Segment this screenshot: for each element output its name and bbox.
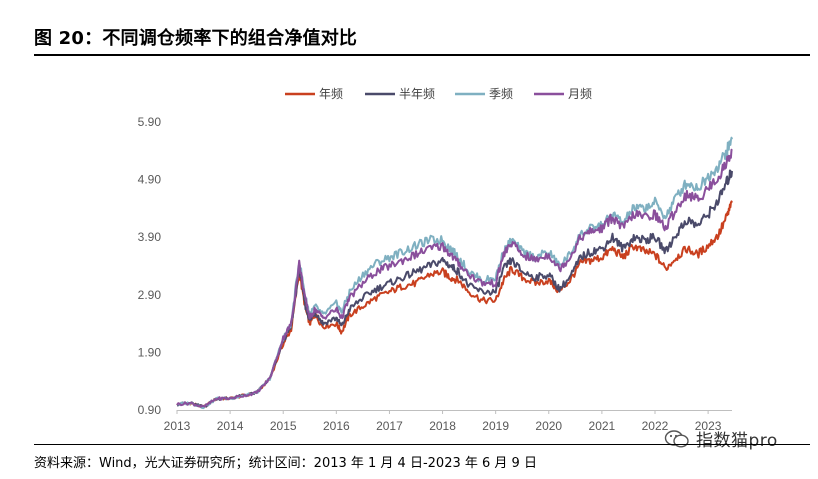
x-tick-label: 2014: [217, 419, 244, 433]
y-tick-label: 5.90: [138, 115, 162, 129]
series-line-3: [176, 136, 733, 410]
legend-label: 半年频: [399, 87, 435, 101]
title-rule: [34, 54, 810, 56]
y-tick-label: 2.90: [138, 288, 162, 302]
series-line-1: [176, 200, 733, 408]
watermark: 指数猫pro: [664, 426, 778, 451]
y-tick-label: 4.90: [138, 173, 162, 187]
legend-label: 季频: [489, 87, 513, 101]
source-rule: [34, 444, 810, 445]
chart-legend: 年频 半年频 季频 月频: [285, 87, 592, 101]
x-tick-label: 2015: [270, 419, 297, 433]
y-axis: 0.90 1.90 2.90 3.90 4.90 5.90: [138, 115, 162, 417]
wechat-icon: [664, 429, 689, 448]
x-tick-label: 2016: [323, 419, 350, 433]
x-tick-label: 2018: [429, 419, 456, 433]
x-tick-label: 2021: [589, 419, 616, 433]
watermark-text: 指数猫pro: [696, 431, 778, 451]
x-tick-label: 2023: [695, 419, 722, 433]
y-tick-label: 3.90: [138, 230, 162, 244]
series-line-4: [176, 148, 733, 408]
series-group: [176, 136, 733, 410]
x-axis: 2013 2014 2015 2016 2017 2018 2019 2020 2021 2022…: [164, 410, 732, 433]
x-tick-label: 2017: [376, 419, 403, 433]
figure-title: 图 20：不同调仓频率下的组合净值对比: [34, 28, 358, 49]
y-tick-label: 0.90: [138, 403, 162, 417]
y-tick-label: 1.90: [138, 345, 162, 359]
series-line-2: [176, 169, 733, 409]
x-tick-label: 2013: [164, 419, 191, 433]
legend-label: 月频: [568, 87, 592, 101]
x-tick-label: 2020: [535, 419, 562, 433]
legend-label: 年频: [319, 87, 343, 101]
x-tick-label: 2022: [642, 419, 669, 433]
x-tick-label: 2019: [482, 419, 509, 433]
source-note: 资料来源：Wind，光大证券研究所；统计区间：2013 年 1 月 4 日-20…: [34, 456, 537, 471]
